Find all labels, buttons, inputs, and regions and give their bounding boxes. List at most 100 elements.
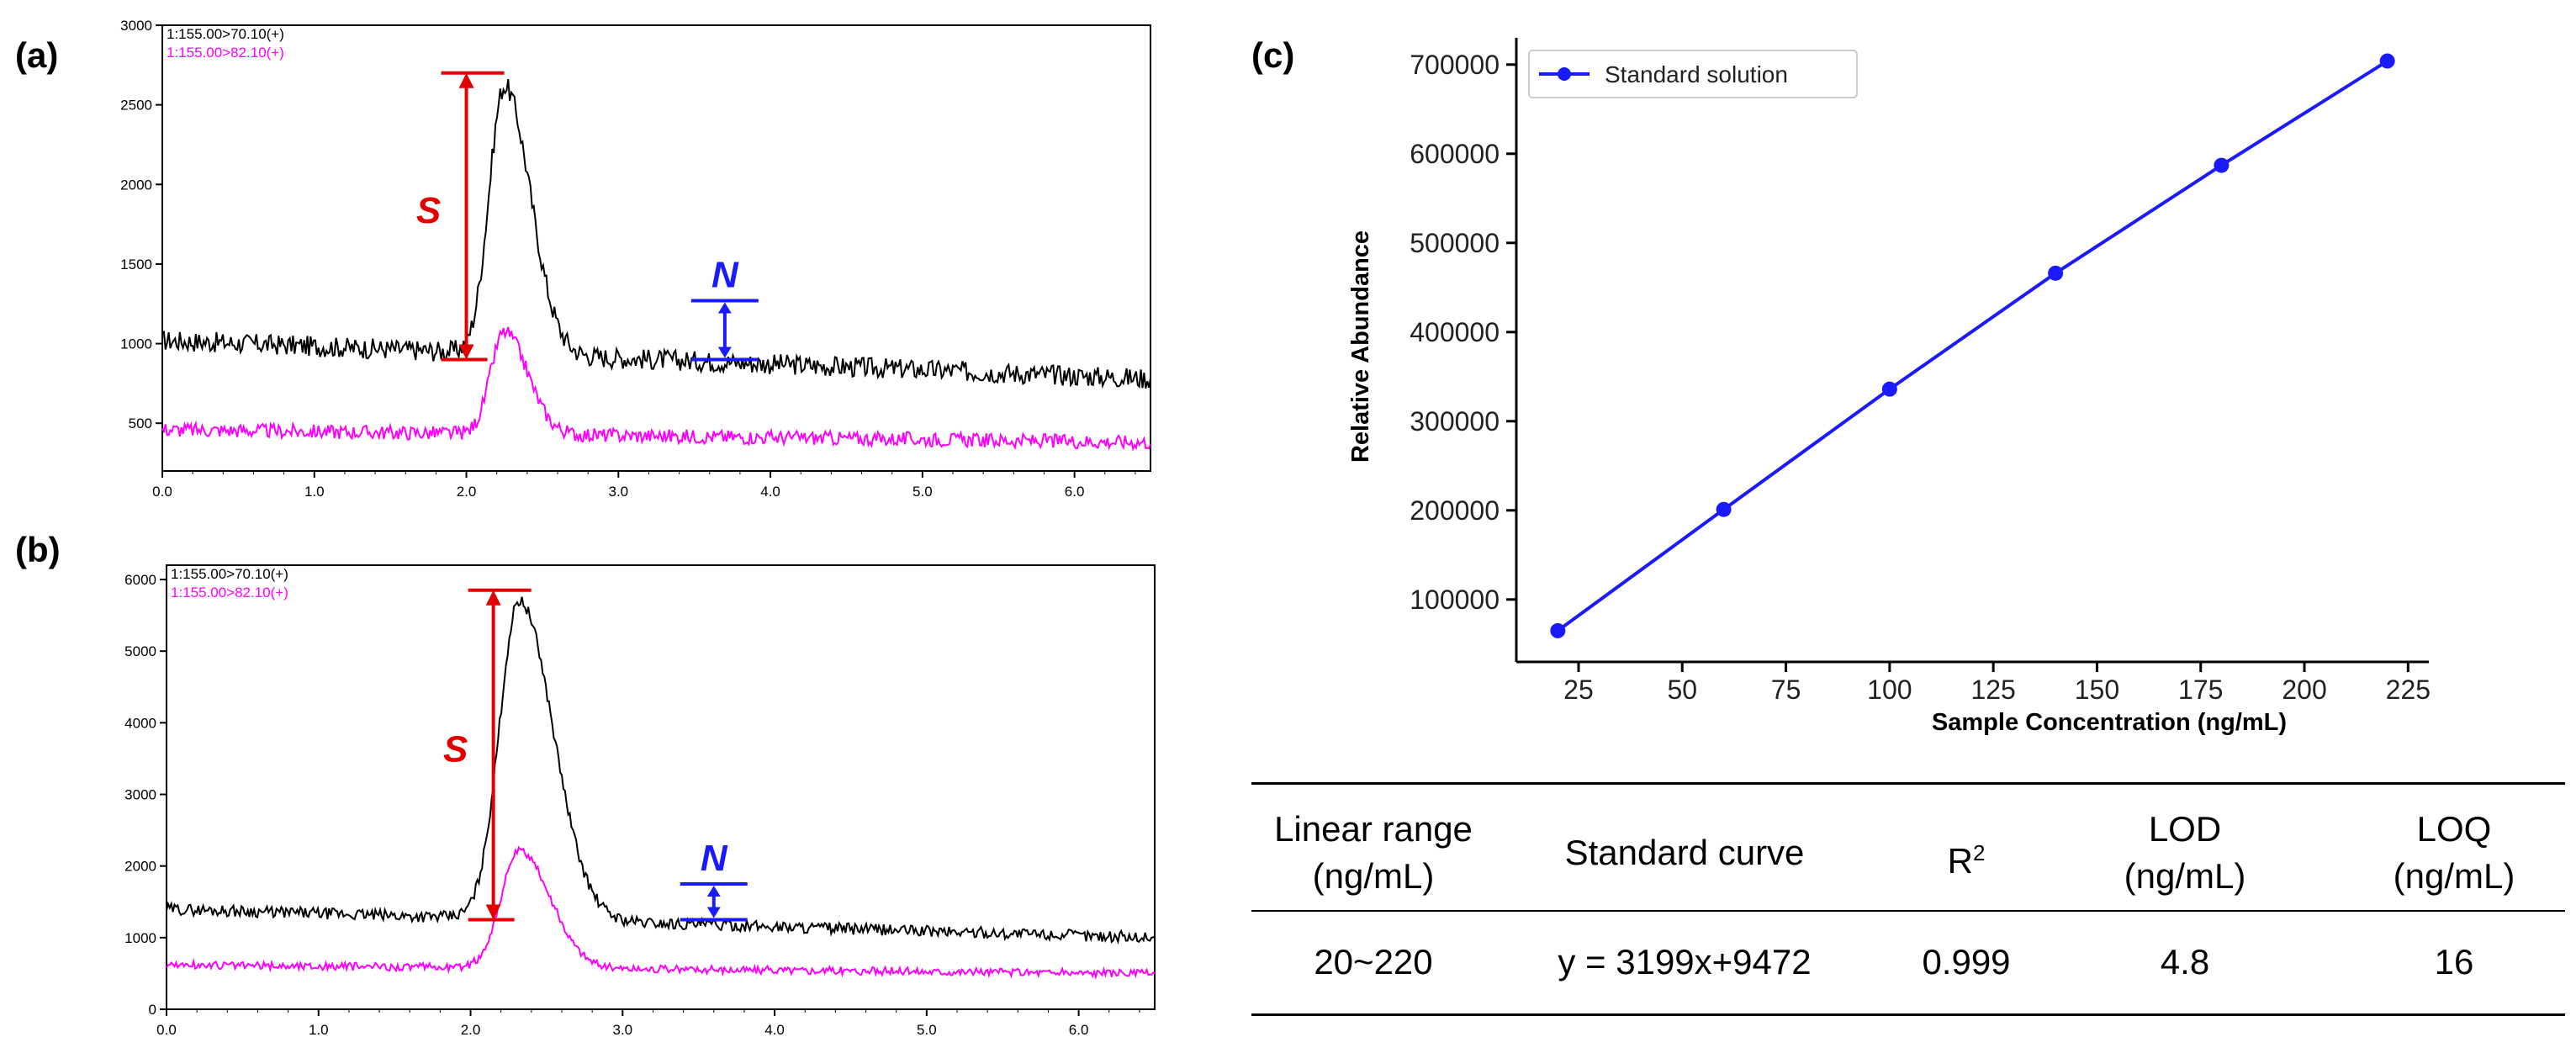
signal-label-s: S [443,729,468,770]
header-lod-line1: LOD [2148,809,2222,849]
plot-frame-a [161,24,1151,472]
x-tick-label: 4.0 [760,484,780,500]
header-loq-line1: LOQ [2416,809,2492,849]
x-tick-label: 6.0 [1069,1022,1089,1038]
y-tick-label: 2000 [124,859,156,875]
cell-lod: 4.8 [2160,942,2210,982]
panel-label-b: (b) [15,530,61,569]
x-tick-label: 25 [1563,675,1594,705]
n-arrow-head-down [717,347,732,358]
panel-label-a: (a) [15,35,58,75]
legend-label: Standard solution [1605,61,1788,87]
cell-loq: 16 [2434,942,2474,982]
y-tick-label: 200000 [1410,495,1500,526]
header-standard-curve: Standard curve [1564,833,1805,872]
x-tick-label: 125 [1970,675,2015,705]
n-arrow-head-down [706,907,721,918]
n-arrow-head-up [717,302,732,314]
trace-magenta [166,845,1156,981]
y-tick-label: 2000 [120,177,152,193]
n-arrow-head-up [706,885,721,897]
y-tick-label: 3000 [120,18,152,34]
y-tick-label: 2500 [120,98,152,114]
panel-label-c: (c) [1251,35,1294,75]
y-tick-label: 500 [129,415,152,431]
legend-marker [1558,67,1571,81]
x-tick-label: 4.0 [764,1022,785,1038]
y-axis-label: Relative Abundance [1347,230,1374,463]
header-linear-range-line2: (ng/mL) [1312,856,1435,896]
legend-entry-b-magenta: 1:155.00>82.10(+) [171,585,288,601]
data-point [2048,265,2064,281]
y-tick-label: 0 [149,1002,156,1018]
signal-label-s: S [416,190,441,231]
data-point [2214,157,2230,173]
table-mid-rule [1251,910,2565,912]
y-tick-label: 6000 [124,572,156,588]
x-tick-label: 5.0 [917,1022,937,1038]
s-arrow-head-down [485,904,501,920]
data-point [1716,501,1732,517]
x-tick-label: 75 [1771,675,1801,705]
x-tick-label: 6.0 [1065,484,1085,500]
chromatogram-a: 0.0 1.0 2.0 3.0 4.0 5.0 6.0 500 1000 1500 2000 2500… [120,18,1151,500]
header-lod: LOD (ng/mL) [2092,806,2277,900]
header-linear-range-line1: Linear range [1274,809,1473,849]
table-bottom-rule [1251,1013,2565,1016]
x-tick-label: 1.0 [304,484,325,500]
y-tick-label: 100000 [1410,585,1500,615]
x-tick-label: 175 [2178,675,2223,705]
x-tick-label: 200 [2282,675,2326,705]
x-tick-label: 2.0 [461,1022,481,1038]
trace-black [161,79,1151,389]
legend-entry-a-black: 1:155.00>70.10(+) [167,26,284,42]
y-tick-label: 400000 [1410,317,1500,347]
data-point [1881,381,1897,397]
y-tick-label: 500000 [1410,228,1500,258]
noise-label-n: N [701,838,728,879]
s-arrow-head-up [485,590,501,606]
y-tick-label: 600000 [1410,139,1500,169]
y-tick-label: 3000 [124,787,156,803]
y-tick-label: 1000 [124,930,156,946]
header-r-squared-sup: 2 [1972,840,1986,865]
data-point [2379,53,2395,69]
header-lod-line2: (ng/mL) [2124,856,2246,896]
s-arrow-head-down [458,344,474,360]
x-tick-label: 0.0 [152,484,172,500]
header-loq: LOQ (ng/mL) [2345,806,2563,900]
x-tick-label: 150 [2075,675,2119,705]
s-arrow-head-up [458,72,474,88]
x-axis-label: Sample Concentration (ng/mL) [1932,709,2287,736]
x-tick-label: 3.0 [612,1022,632,1038]
header-r-squared-base: R [1947,841,1973,881]
x-tick-label: 2.0 [457,484,477,500]
y-tick-label: 300000 [1410,406,1500,437]
x-tick-label: 0.0 [156,1022,177,1038]
y-tick-label: 1000 [120,336,152,352]
y-tick-label: 1500 [120,257,152,273]
header-loq-line2: (ng/mL) [2393,856,2515,896]
x-tick-label: 1.0 [309,1022,329,1038]
chromatogram-b: 0.0 1.0 2.0 3.0 4.0 5.0 6.0 0 1000 2000 3000 4000 50… [124,564,1156,1038]
series-line-standard-solution [1557,59,2388,632]
header-r-squared: R2 [1874,829,2059,885]
y-tick-label: 5000 [124,643,156,659]
trace-black [166,596,1156,945]
x-tick-label: 225 [2386,675,2431,705]
x-tick-label: 50 [1667,675,1697,705]
noise-label-n: N [711,254,739,295]
y-tick-label: 4000 [124,715,156,731]
data-point [1550,622,1566,638]
cell-standard-curve: y = 3199x+9472 [1558,942,1812,982]
x-tick-label: 100 [1867,675,1912,705]
trace-magenta [161,326,1151,452]
y-tick-label: 700000 [1410,50,1500,80]
plot-frame-b [166,564,1156,1010]
cell-r-squared: 0.999 [1922,942,2011,982]
header-linear-range: Linear range (ng/mL) [1251,806,1495,900]
x-tick-label: 5.0 [912,484,933,500]
table-top-rule [1251,782,2565,785]
legend-box [1528,50,1858,98]
